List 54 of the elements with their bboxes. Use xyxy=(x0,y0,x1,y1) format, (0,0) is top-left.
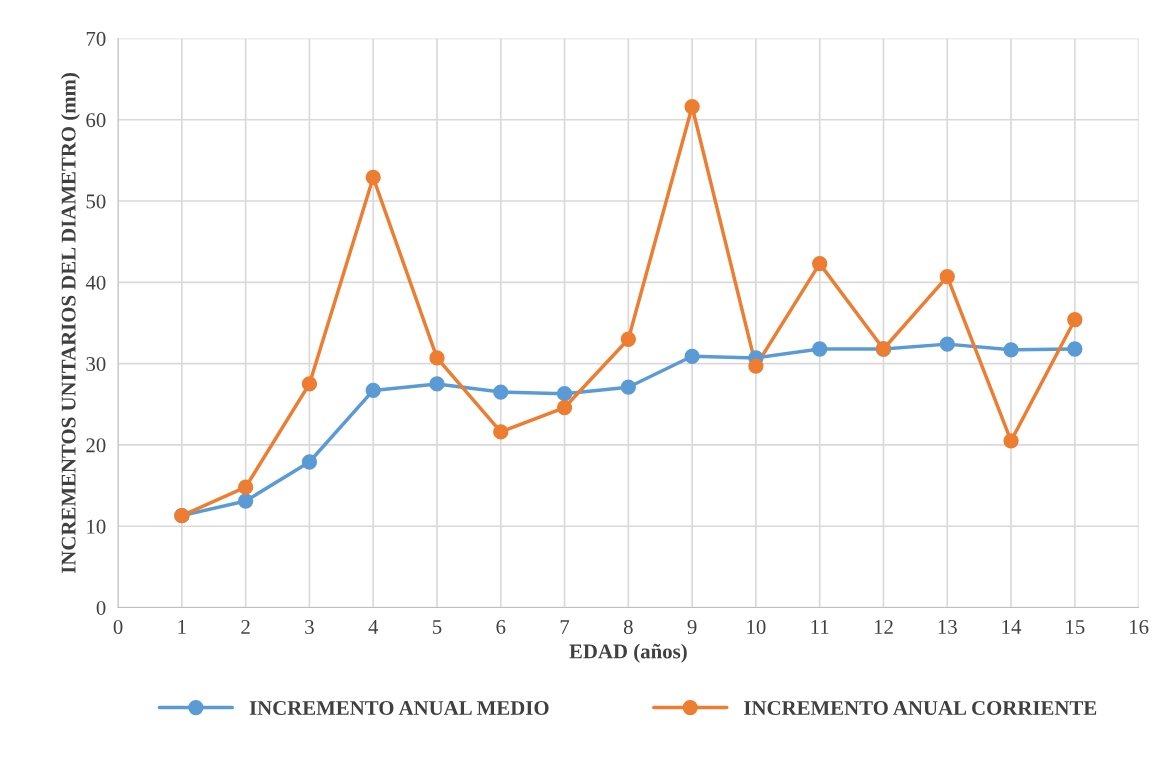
x-tick-label: 7 xyxy=(560,620,570,634)
point xyxy=(429,376,445,392)
point xyxy=(684,99,700,115)
point xyxy=(812,341,828,357)
point xyxy=(301,376,318,392)
legend-label: INCREMENTO ANUAL CORRIENTE xyxy=(744,701,1097,716)
x-tick-label: 0 xyxy=(113,619,123,634)
point xyxy=(493,424,509,440)
x-tick-label: 1 xyxy=(178,620,186,634)
x-tick-label: 16 xyxy=(1130,619,1149,634)
point xyxy=(556,399,573,416)
y-tick-label: 60 xyxy=(86,113,106,128)
point xyxy=(237,493,254,509)
point xyxy=(939,336,955,352)
point xyxy=(365,382,381,399)
legend-label: INCREMENTO ANUAL MEDIO xyxy=(249,701,549,716)
x-tick-label: 4 xyxy=(368,620,379,634)
point xyxy=(1067,341,1083,357)
point xyxy=(684,348,700,364)
x-tick-label: 9 xyxy=(687,619,697,634)
point xyxy=(237,479,254,495)
point xyxy=(365,169,381,186)
x-axis-title: EDAD (años) xyxy=(569,643,687,663)
x-tick-label: 2 xyxy=(241,619,250,634)
x-tick-label: 5 xyxy=(432,620,442,634)
point xyxy=(748,358,764,374)
point xyxy=(1003,342,1019,358)
x-tick-label: 3 xyxy=(305,619,314,634)
x-tick-label: 6 xyxy=(496,619,506,634)
y-tick-label: 70 xyxy=(86,31,106,46)
x-tick-label: 11 xyxy=(811,620,829,634)
y-tick-label: 40 xyxy=(85,275,106,290)
point xyxy=(939,269,955,285)
x-tick-label: 8 xyxy=(623,619,633,634)
y-tick-label: 30 xyxy=(86,357,106,372)
y-tick-label: 50 xyxy=(86,194,106,209)
point xyxy=(812,255,828,272)
point xyxy=(1003,433,1019,449)
point xyxy=(620,331,636,347)
point xyxy=(429,350,445,366)
y-tick-label: 10 xyxy=(87,519,106,534)
x-tick-label: 10 xyxy=(747,619,766,634)
point xyxy=(556,386,573,402)
point xyxy=(1067,312,1083,328)
x-tick-label: 12 xyxy=(874,619,893,634)
x-tick-label: 14 xyxy=(1002,620,1022,634)
point xyxy=(620,379,636,395)
x-tick-label: 15 xyxy=(1066,620,1085,634)
y-axis-title: INCREMENTOS UNITARIOS DEL DIAMETRO (mm) xyxy=(60,73,80,574)
point xyxy=(301,454,318,470)
y-tick-label: 0 xyxy=(96,600,106,615)
x-tick-label: 13 xyxy=(938,619,957,634)
y-tick-label: 20 xyxy=(86,438,106,453)
point xyxy=(493,384,509,400)
